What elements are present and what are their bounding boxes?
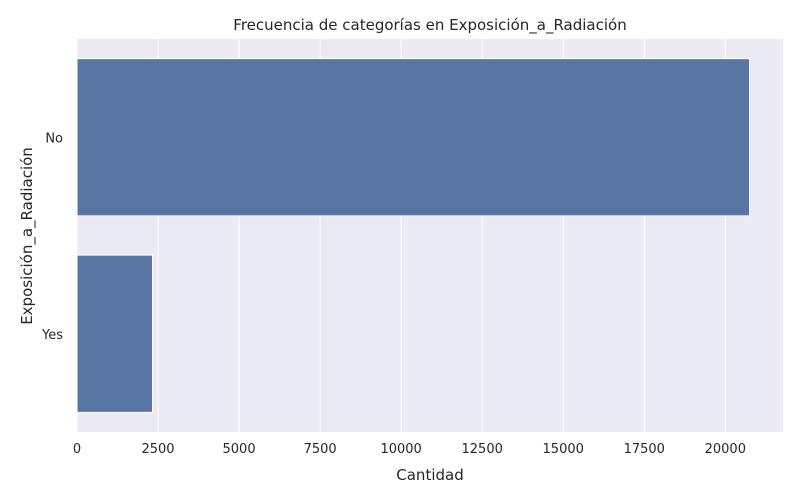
- x-tick-label: 2500: [141, 442, 174, 457]
- x-tick-label: 7500: [304, 442, 337, 457]
- x-tick-label: 20000: [705, 442, 746, 457]
- bar-no: [76, 58, 751, 217]
- x-tick-label: 5000: [223, 442, 256, 457]
- x-tick-label: 12500: [462, 442, 503, 457]
- y-tick-labels: No Yes: [41, 131, 63, 343]
- chart-title: Frecuencia de categorías en Exposición_a…: [233, 16, 626, 35]
- x-tick-labels: 0 2500 5000 7500 10000 12500 15000 17500 20000: [73, 442, 746, 457]
- y-axis-label: Exposición_a_Radiación: [18, 147, 37, 325]
- x-tick-label: 0: [73, 442, 81, 457]
- x-tick-label: 15000: [543, 442, 584, 457]
- bars: [76, 58, 751, 413]
- x-axis-label: Cantidad: [396, 466, 463, 484]
- y-tick-label: Yes: [41, 328, 63, 343]
- x-tick-label: 10000: [380, 442, 421, 457]
- y-tick-label: No: [45, 131, 63, 146]
- bar-yes: [76, 254, 154, 413]
- x-tick-label: 17500: [624, 442, 665, 457]
